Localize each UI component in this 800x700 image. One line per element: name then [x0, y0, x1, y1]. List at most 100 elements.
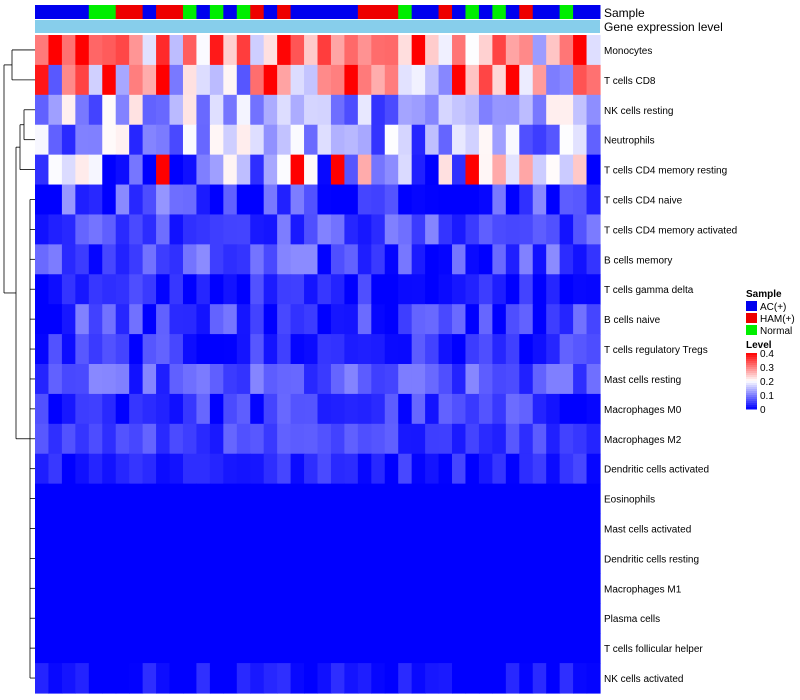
heatmap-cell [586, 35, 601, 66]
heatmap-cell [196, 154, 211, 186]
heatmap-cell [75, 244, 90, 275]
heatmap-cell [465, 513, 480, 545]
heatmap-cell [452, 124, 467, 156]
heatmap-cell [102, 483, 117, 515]
heatmap-cell [250, 304, 265, 335]
heatmap-cell [478, 274, 493, 305]
heatmap-cell [384, 423, 399, 455]
heatmap-cell [209, 483, 224, 515]
heatmap-cell [465, 184, 480, 216]
heatmap-cell [277, 124, 292, 156]
heatmap-cell [438, 393, 453, 425]
heatmap-cell [465, 573, 480, 604]
heatmap-cell [344, 334, 359, 365]
heatmap-cell [250, 573, 265, 604]
heatmap-cell [277, 603, 292, 634]
heatmap-cell [317, 214, 332, 245]
legend-gradient-step [746, 365, 757, 368]
heatmap-cell [61, 184, 76, 216]
heatmap-cell [546, 124, 561, 156]
heatmap-cell [35, 543, 50, 574]
heatmap-cell [465, 274, 480, 305]
heatmap-cell [209, 304, 224, 335]
sample-cell [573, 5, 588, 19]
heatmap-cell [263, 603, 278, 634]
heatmap-cell [35, 214, 50, 245]
heatmap-cell [48, 543, 63, 574]
heatmap-cell [102, 214, 117, 245]
heatmap-cell [425, 35, 440, 66]
heatmap-cell [559, 663, 574, 694]
heatmap-cell [236, 573, 251, 604]
heatmap-cell [438, 184, 453, 216]
heatmap-cell [505, 663, 520, 694]
heatmap-cell [263, 334, 278, 365]
heatmap-cell [573, 364, 588, 395]
heatmap-cell [156, 483, 171, 515]
heatmap-cell [371, 543, 386, 574]
heatmap-cell [236, 603, 251, 634]
heatmap-cell [357, 124, 372, 156]
heatmap-cell [142, 633, 157, 664]
heatmap-cell [88, 64, 103, 96]
heatmap-cell [88, 184, 103, 216]
heatmap-cell [546, 364, 561, 395]
heatmap-cell [277, 633, 292, 664]
heatmap-cell [425, 214, 440, 245]
heatmap-cell [492, 483, 507, 515]
heatmap-cell [330, 663, 346, 694]
heatmap-cell [546, 483, 561, 515]
heatmap-cell [115, 663, 130, 694]
heatmap-cell [438, 64, 453, 96]
heatmap-cell [573, 304, 588, 335]
heatmap-cell [398, 154, 413, 186]
heatmap-cell [290, 244, 305, 275]
heatmap-cell [169, 334, 184, 365]
heatmap-cell [223, 304, 238, 335]
heatmap-cell [182, 543, 198, 574]
heatmap-cell [250, 483, 265, 515]
sample-cell [505, 5, 520, 19]
heatmap-cell [546, 35, 561, 66]
heatmap-cell [250, 214, 265, 245]
heatmap-cell [250, 543, 265, 574]
heatmap-cell [236, 184, 251, 216]
heatmap-cell [384, 633, 399, 664]
heatmap-cell [169, 214, 184, 245]
heatmap-cell [61, 94, 76, 126]
heatmap-cell [478, 393, 493, 425]
heatmap-cell [75, 35, 90, 66]
heatmap-cell [250, 633, 265, 664]
legend-level-tick: 0.4 [760, 349, 774, 360]
heatmap-cell [142, 393, 157, 425]
heatmap-cell [196, 64, 211, 96]
heatmap-cell [505, 633, 520, 664]
heatmap-cell [478, 35, 493, 66]
sample-cell [196, 5, 211, 19]
heatmap-cell [48, 64, 63, 96]
heatmap-cell [344, 124, 359, 156]
heatmap-cell [290, 513, 305, 545]
heatmap-cell [452, 94, 467, 126]
heatmap-cell [61, 573, 76, 604]
sample-cell [290, 5, 305, 19]
heatmap-cell [48, 274, 63, 305]
heatmap-cell [478, 154, 493, 186]
heatmap-cell [438, 334, 453, 365]
heatmap-cell [236, 244, 251, 275]
heatmap-cell [505, 543, 520, 574]
heatmap-cell [142, 573, 157, 604]
heatmap-cell [304, 304, 319, 335]
heatmap-cell [371, 214, 386, 245]
heatmap-cell [236, 663, 251, 694]
heatmap-cell [546, 543, 561, 574]
heatmap-cell [478, 513, 493, 545]
heatmap-cell [411, 543, 426, 574]
heatmap-cell [438, 663, 453, 694]
heatmap-cell [196, 543, 211, 574]
heatmap-cell [102, 124, 117, 156]
heatmap-cell [478, 603, 493, 634]
heatmap-cell [88, 603, 103, 634]
heatmap-cell [532, 543, 547, 574]
heatmap-cell [317, 543, 332, 574]
